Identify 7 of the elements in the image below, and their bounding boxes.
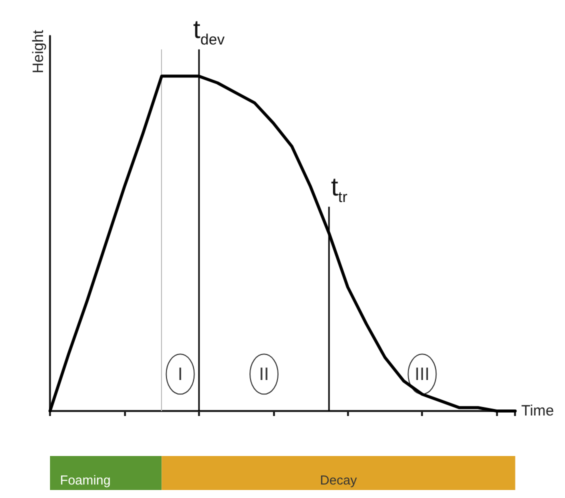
- annotation: II: [258, 364, 270, 384]
- text: Foaming: [60, 472, 111, 488]
- text: Decay: [320, 472, 358, 488]
- annotation: III: [414, 364, 430, 384]
- annotation: I: [178, 364, 183, 384]
- y-axis-title: Height: [30, 29, 47, 74]
- x-axis-title: Time: [521, 402, 554, 420]
